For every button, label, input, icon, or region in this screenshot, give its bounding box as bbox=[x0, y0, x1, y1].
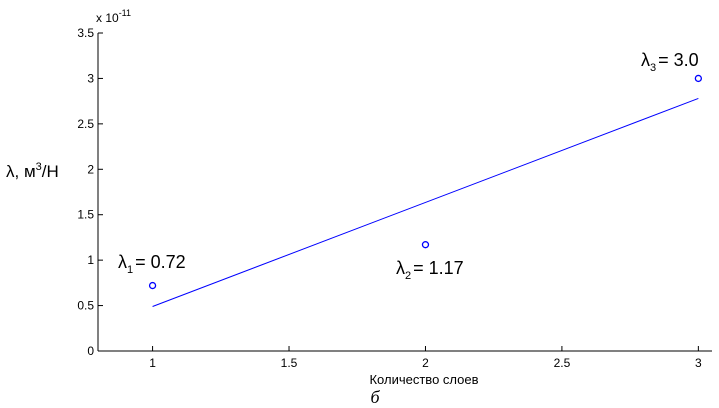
x-tick-label: 2 bbox=[422, 356, 429, 370]
y-tick-label: 3.5 bbox=[77, 26, 94, 40]
y-tick-label: 2 bbox=[87, 162, 94, 176]
data-point bbox=[148, 281, 157, 290]
x-tick-label: 1.5 bbox=[281, 356, 298, 370]
annotation-lambda-1: λ1 = 0.72 bbox=[118, 252, 186, 276]
x-tick-label: 2.5 bbox=[554, 356, 571, 370]
y-tick-label: 0.5 bbox=[77, 299, 94, 313]
y-axis-label: λ, м3/Н bbox=[6, 161, 59, 181]
y-tick-label: 3 bbox=[87, 71, 94, 85]
y-tick-label: 2.5 bbox=[77, 117, 94, 131]
figure-caption: б bbox=[370, 387, 380, 407]
data-point bbox=[694, 74, 703, 83]
y-tick-label: 1.5 bbox=[77, 208, 94, 222]
y-tick-label: 1 bbox=[87, 253, 94, 267]
annotation-lambda-3: λ3 = 3.0 bbox=[641, 50, 699, 74]
x-axis-label: Количество слоев bbox=[369, 372, 478, 387]
x-tick-label: 3 bbox=[695, 356, 702, 370]
data-marks bbox=[148, 74, 703, 307]
y-tick-label: 0 bbox=[87, 344, 94, 358]
x-tick-label: 1 bbox=[149, 356, 156, 370]
annotation-lambda-2: λ2 = 1.17 bbox=[396, 258, 464, 282]
axes: 0 0.5 1 1.5 2 2.5 3 3.5 1 1.5 2 2.5 3 bbox=[77, 26, 712, 370]
data-point bbox=[421, 241, 430, 249]
y-exponent-label: x 10-11 bbox=[96, 8, 131, 25]
fit-line bbox=[152, 97, 699, 307]
